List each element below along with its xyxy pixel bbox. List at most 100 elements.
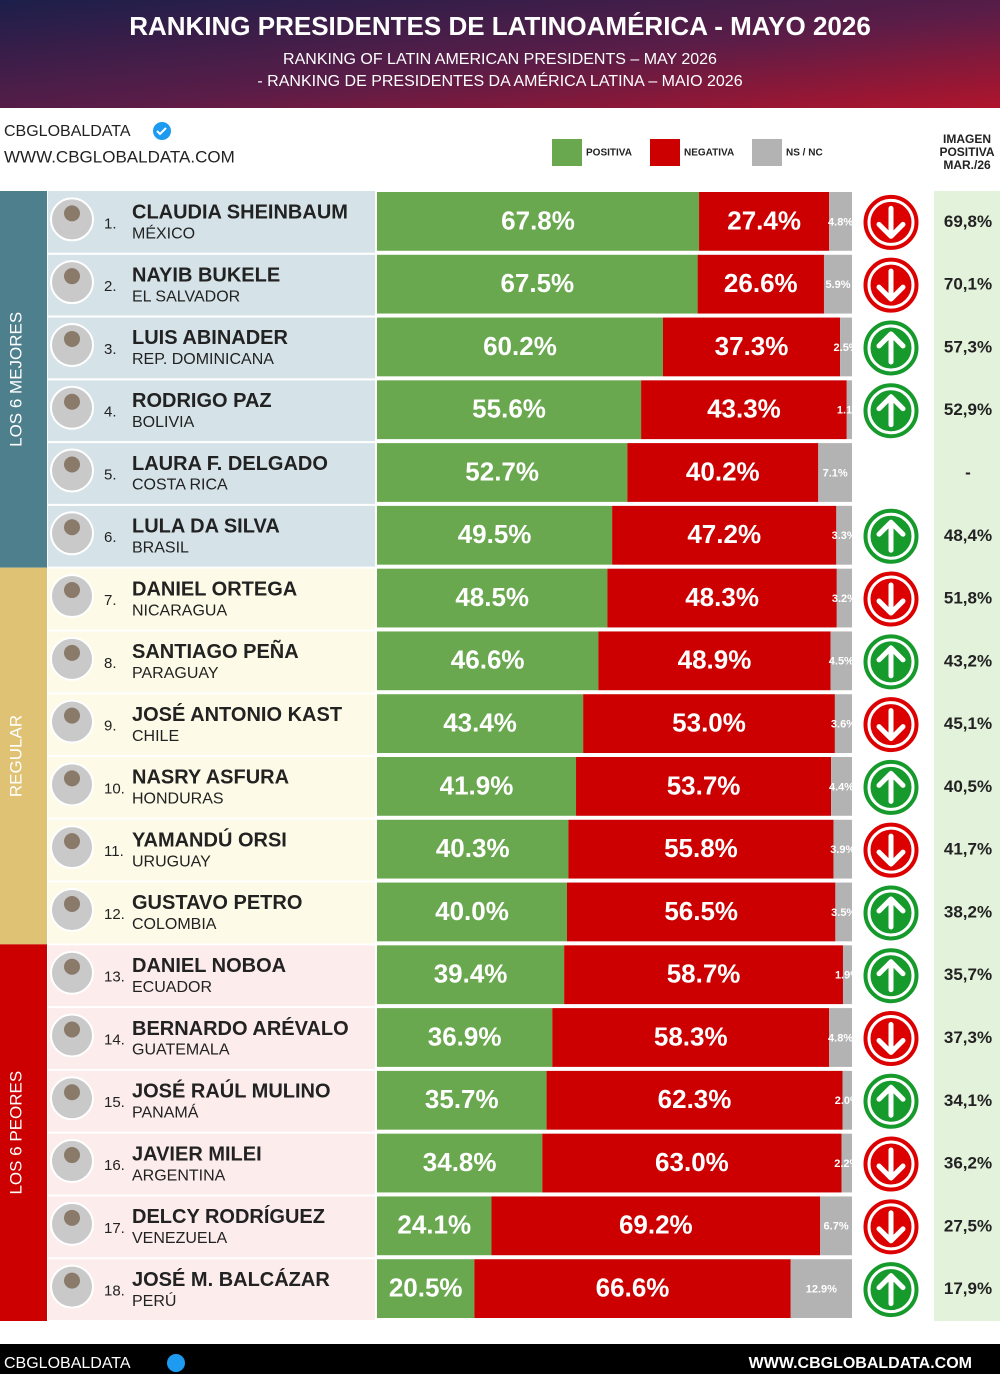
bar-label: 43.4% (443, 707, 517, 737)
previous-value: - (965, 463, 971, 482)
bar-label: 2.2% (834, 1158, 859, 1170)
bar-segment (377, 568, 608, 628)
trend-arrow (876, 1084, 906, 1118)
president-name: LUIS ABINADER (132, 327, 288, 349)
previous-value: 40,5% (944, 777, 992, 796)
bar-segment (377, 505, 613, 565)
bar-segment (598, 631, 831, 691)
country: NICARAGUA (132, 602, 227, 619)
trend-arrow (876, 770, 906, 804)
legend-label: NEGATIVA (684, 148, 734, 159)
rank: 13. (104, 969, 125, 986)
country: COLOMBIA (132, 916, 217, 933)
president-name: RODRIGO PAZ (132, 390, 272, 412)
rank: 18. (104, 1283, 125, 1300)
country: REP. DOMINICANA (132, 351, 274, 368)
trend-arrow (876, 645, 906, 679)
bar-segment (377, 380, 642, 440)
legend-label: POSITIVA (586, 148, 632, 159)
legend-swatch (552, 139, 582, 166)
rank: 2. (104, 278, 117, 295)
rank: 11. (104, 843, 124, 860)
bar-label: 67.5% (500, 268, 574, 298)
photo-head (64, 707, 80, 724)
previous-bg (934, 191, 1000, 1321)
trend-arrow (876, 1273, 906, 1307)
footer-website: WWW.CBGLOBALDATA.COM (749, 1355, 972, 1372)
bar-segment (840, 317, 852, 377)
country: PANAMÁ (132, 1102, 199, 1121)
trend-ring (867, 575, 915, 623)
bar-segment (790, 1259, 852, 1318)
bar-label: 46.6% (451, 645, 525, 675)
trend-arrow (876, 582, 906, 616)
trend-arrow (876, 519, 906, 553)
trend-ring (867, 763, 915, 811)
photo-head (64, 1021, 80, 1038)
bar-label: 48.9% (678, 645, 752, 675)
president-name: CLAUDIA SHEINBAUM (132, 202, 348, 224)
bar-label: 1.1% (837, 405, 862, 417)
bar-segment (542, 1133, 842, 1193)
subtitle: RANKING OF LATIN AMERICAN PRESIDENTS – M… (283, 51, 717, 68)
trend-ring (867, 826, 915, 874)
group-band (0, 567, 47, 945)
trend-arrow (876, 268, 906, 302)
photo-head (64, 393, 80, 410)
bar-label: 58.3% (654, 1021, 728, 1051)
bar-label: 1.9% (835, 970, 860, 982)
president-name: DELCY RODRÍGUEZ (132, 1205, 325, 1228)
rank: 4. (104, 404, 117, 421)
previous-value: 37,3% (944, 1028, 992, 1047)
footer-brand: CBGLOBALDATA (4, 1355, 131, 1372)
bar-segment (842, 1070, 852, 1130)
bar-segment (841, 1133, 852, 1193)
trend-ring (867, 638, 915, 686)
rank: 6. (104, 529, 117, 546)
title: RANKING PRESIDENTES DE LATINOAMÉRICA - M… (129, 11, 871, 41)
country: PARAGUAY (132, 665, 219, 682)
group-band (0, 191, 47, 568)
group-label: LOS 6 MEJORES (6, 312, 25, 447)
trend-ring (867, 889, 915, 937)
president-name: GUSTAVO PETRO (132, 892, 302, 914)
bar-segment (842, 945, 852, 1005)
photo-head (64, 958, 80, 975)
trend-arrow (876, 896, 906, 930)
photo-head (64, 644, 80, 661)
bar-segment (836, 505, 852, 565)
bar-label: 3.9% (830, 844, 855, 856)
previous-header: IMAGEN (943, 132, 991, 146)
bar-segment (583, 694, 835, 753)
trend-ring (867, 1266, 915, 1314)
bar-label: 27.4% (727, 205, 801, 235)
rank: 3. (104, 341, 117, 358)
bar-label: 4.5% (829, 656, 854, 668)
president-name: DANIEL ORTEGA (132, 578, 297, 600)
president-name: NAYIB BUKELE (132, 264, 280, 286)
country: CHILE (132, 728, 179, 745)
bar-segment (829, 1008, 852, 1067)
bar-segment (552, 1008, 830, 1067)
legend-label: NS / NC (786, 148, 823, 159)
bar-label: 3.3% (832, 530, 857, 542)
country: EL SALVADOR (132, 288, 240, 305)
country: URUGUAY (132, 853, 211, 870)
previous-value: 43,2% (944, 651, 992, 670)
bar-label: 3.2% (832, 593, 857, 605)
bar-label: 66.6% (596, 1272, 670, 1302)
bar-segment (697, 254, 824, 314)
bar-segment (377, 254, 698, 314)
bar-segment (823, 254, 852, 314)
president-name: DANIEL NOBOA (132, 955, 286, 977)
rank: 16. (104, 1157, 125, 1174)
bar-segment (491, 1196, 821, 1256)
bar-segment (836, 568, 852, 628)
trend-ring (867, 324, 915, 372)
photo-head (64, 895, 80, 912)
trend-arrow (876, 205, 906, 239)
trend-ring (867, 1015, 915, 1062)
rank: 15. (104, 1094, 125, 1111)
country: HONDURAS (132, 791, 224, 808)
